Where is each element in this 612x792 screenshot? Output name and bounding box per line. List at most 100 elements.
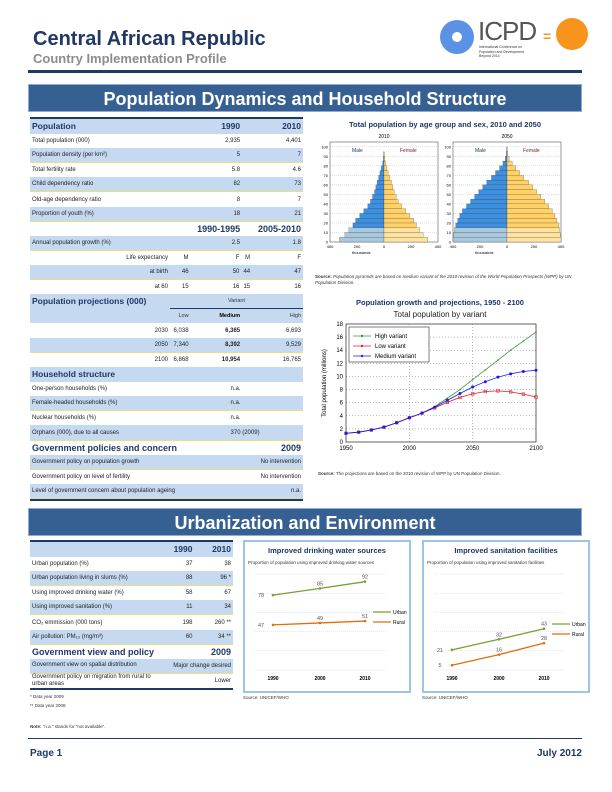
male-bar: [377, 179, 385, 185]
series-line: [345, 369, 537, 434]
legend-marker: [360, 344, 364, 348]
y-tick-label: 8: [340, 388, 344, 394]
row-label: Female-headed households (%): [30, 396, 191, 412]
pyramid-title: Total population by age group and sex, 2…: [349, 120, 541, 129]
row-label: Total population (000): [32, 137, 90, 144]
table-row: Child dependency ratio 82 73: [30, 177, 303, 193]
table-row: Government view on spatial distribution M…: [30, 658, 233, 674]
table-cell: [242, 353, 252, 368]
data-point: [471, 392, 475, 396]
x-tick-label: 400: [558, 244, 565, 249]
header-divider: [28, 70, 582, 73]
female-bar: [506, 165, 516, 171]
age-tick-label: 50: [324, 192, 329, 197]
x-tick-label: 2100: [529, 446, 543, 452]
table-cell: 2.5: [190, 235, 243, 251]
female-bar: [506, 175, 524, 181]
data-point: [483, 389, 487, 394]
row-label: Government policy on migration from rura…: [32, 673, 151, 687]
male-bar: [359, 213, 385, 219]
row-label: Old-age dependency ratio: [32, 196, 102, 203]
table-row: Nuclear households (%) n.a.: [30, 411, 303, 426]
x-tick-label: 2000: [493, 676, 504, 682]
data-point: [542, 641, 546, 645]
male-bar: [482, 184, 508, 190]
table-cell: 6,365: [225, 327, 241, 334]
section-heading: Population projections (000): [30, 294, 170, 309]
age-tick-label: 80: [324, 163, 329, 168]
data-point: [496, 389, 500, 393]
age-tick-label: 40: [447, 201, 452, 206]
age-tick-label: 50: [447, 192, 452, 197]
table-cell: 44: [241, 264, 253, 281]
table-row: Female-headed households (%) n.a.: [30, 396, 303, 412]
table-row: 2050 7,340 8,392 9,529: [30, 337, 303, 353]
icpd-circle-logo-icon: [556, 18, 588, 50]
table-cell: 16: [232, 284, 240, 291]
data-point: [382, 425, 386, 429]
x-tick-label: 400: [327, 244, 334, 249]
value: n.a.: [190, 396, 303, 412]
data-point: [445, 398, 449, 402]
table-cell: 1990-1995: [197, 223, 241, 234]
row-label: CO₂ emmission (000 tons): [32, 619, 103, 626]
table-cell: Low: [170, 308, 191, 324]
table-cell: 10,954: [221, 357, 241, 364]
data-point: [357, 430, 361, 434]
x-tick-label: 400: [450, 244, 457, 249]
data-point: [509, 372, 513, 376]
data-point: [509, 390, 513, 394]
male-bar: [381, 165, 385, 171]
footnote-2: ** Data year 2008: [30, 703, 66, 708]
female-bar: [506, 218, 558, 224]
footer-divider: [28, 738, 582, 739]
table-cell: 260 **: [214, 619, 231, 626]
table-cell: Variant: [170, 294, 303, 310]
x-tick-label: 200: [477, 244, 484, 249]
male-bar: [505, 156, 508, 162]
table-cell: 6,868: [173, 357, 189, 364]
data-point: [484, 369, 487, 371]
table-row: Proportion of youth (%) 18 21: [30, 206, 303, 222]
x-axis-label: thousands: [352, 250, 370, 255]
female-bar: [383, 203, 402, 209]
age-tick-label: 70: [447, 173, 452, 178]
table-cell: F: [297, 254, 301, 261]
male-bar: [382, 160, 385, 166]
female-bar: [506, 222, 560, 228]
male-bar: [339, 237, 385, 243]
source-label: Source:: [315, 274, 332, 279]
table-cell: 8,392: [190, 337, 243, 353]
table-cell: 4,401: [285, 137, 301, 144]
table-row: Total population (000) 2,935 4,401: [30, 134, 303, 149]
row-label: Level of government concern about popula…: [30, 483, 242, 499]
table-cell: No intervention: [241, 454, 303, 470]
x-tick-label: 200: [531, 244, 538, 249]
x-tick-label: 1990: [267, 676, 278, 682]
female-bar: [506, 232, 561, 238]
table-row: Annual population growth (%) 2.5 1.8: [30, 235, 303, 251]
y-tick-label: 2: [340, 427, 344, 433]
male-bar: [355, 218, 385, 224]
table-cell: 37: [185, 560, 193, 567]
table-row: at 60 15 16 15 16: [30, 280, 303, 295]
data-point: [420, 411, 424, 415]
data-label: 21: [437, 648, 443, 654]
legend-marker: [360, 334, 364, 338]
data-point: [271, 623, 275, 627]
table-cell: 5.8: [231, 167, 241, 174]
table-row: Urban population living in slums (%) 88 96…: [30, 571, 233, 587]
female-bar: [383, 199, 399, 205]
x-tick-label: 2000: [314, 676, 325, 682]
data-point: [471, 385, 475, 389]
table-cell: [30, 221, 191, 236]
data-point: [271, 593, 275, 597]
table-cell: 2009: [210, 646, 231, 657]
x-axis-label: thousands: [475, 250, 493, 255]
female-bar: [506, 227, 560, 233]
table-cell: M: [183, 254, 189, 261]
data-point: [344, 431, 348, 435]
male-bar: [372, 194, 385, 200]
growth-chart-subtitle: Total population by variant: [393, 310, 487, 319]
data-label: 16: [496, 648, 502, 654]
